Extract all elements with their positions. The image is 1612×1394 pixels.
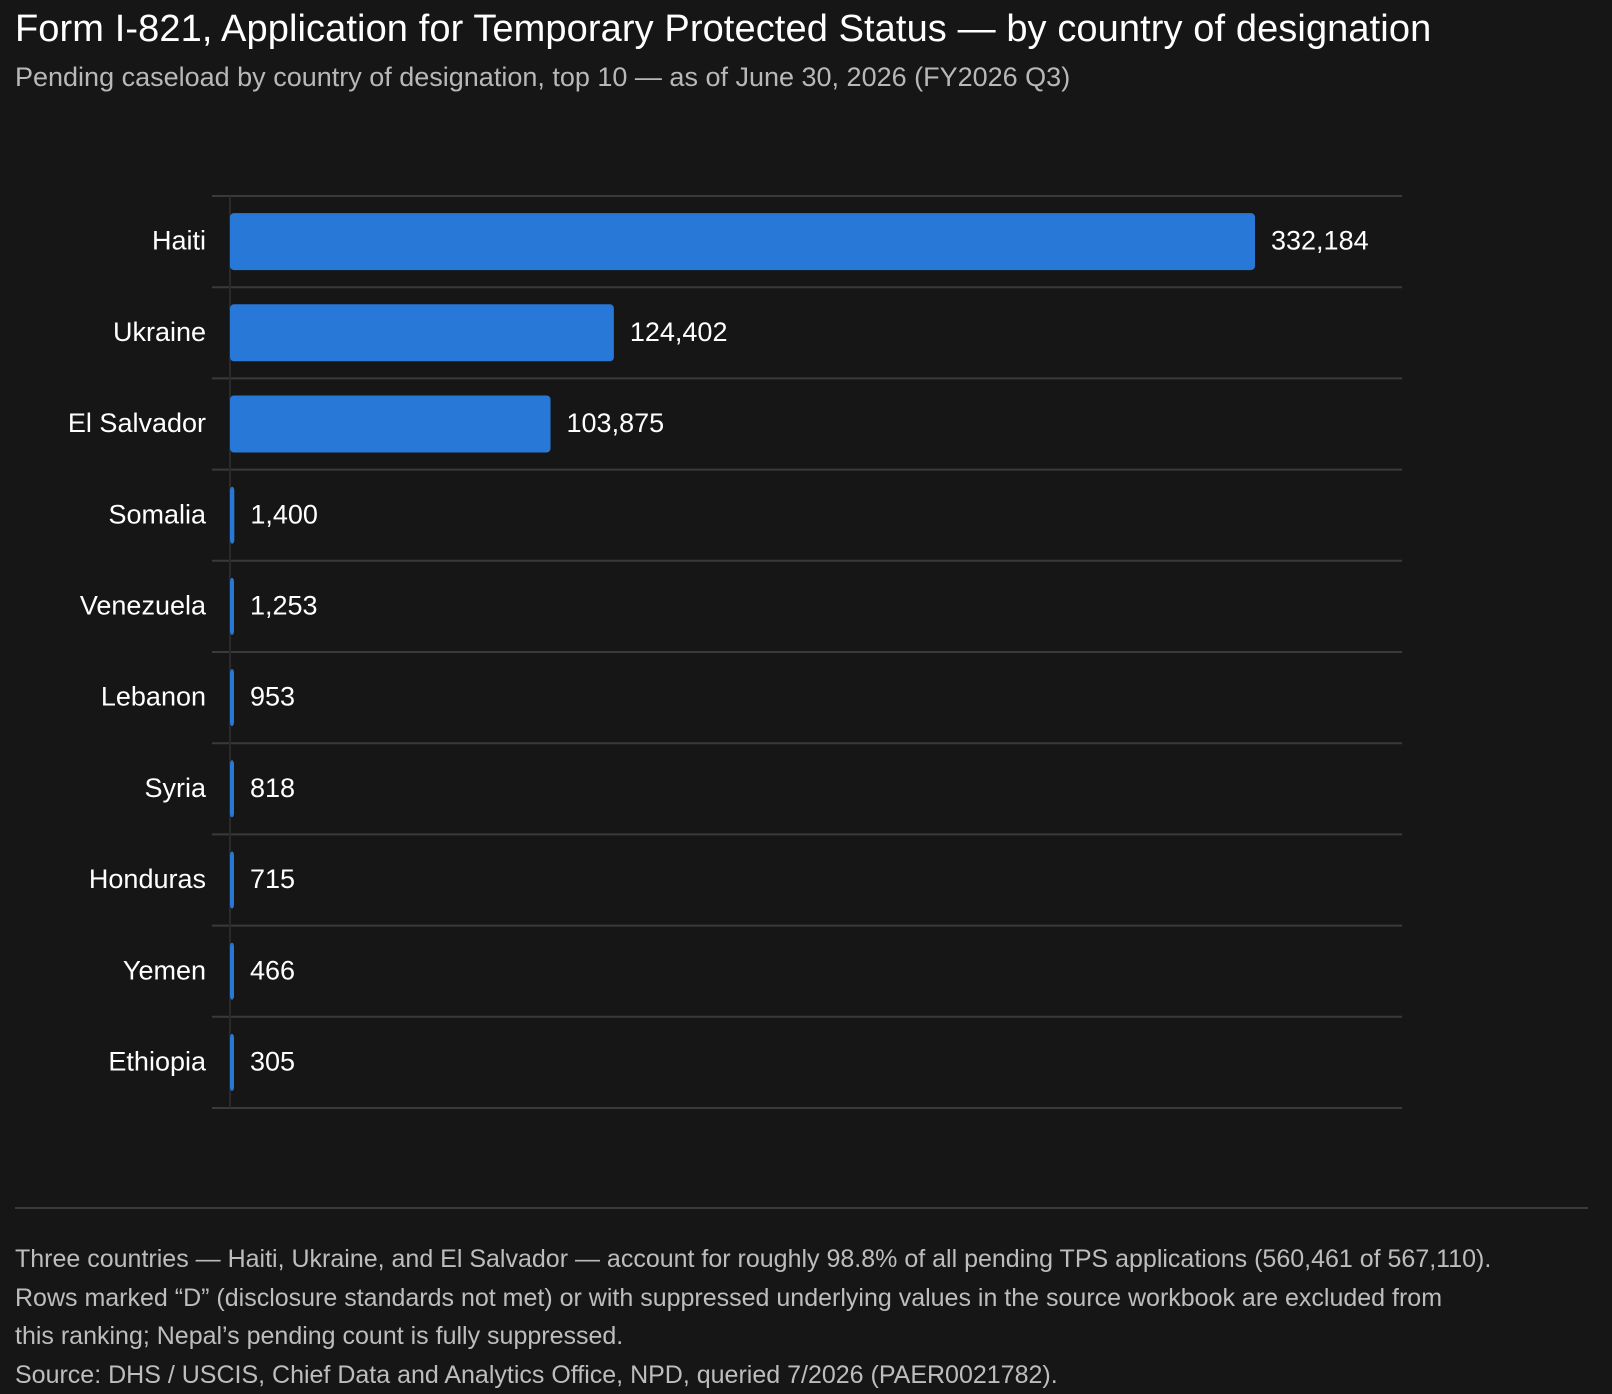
- bar-venezuela: [230, 578, 234, 635]
- bar-lebanon: [230, 669, 234, 726]
- category-label: Honduras: [89, 864, 206, 894]
- category-label: El Salvador: [68, 408, 206, 438]
- bar-syria: [230, 760, 234, 817]
- bar-chart: Haiti 332,184 Ukraine 124,402 El Salvador 103…: [0, 150, 1612, 1120]
- bar-honduras: [230, 852, 234, 909]
- bar-somalia: [230, 487, 234, 544]
- value-label: 1,253: [250, 591, 318, 621]
- bar-yemen: [230, 943, 234, 1000]
- category-label: Venezuela: [80, 591, 207, 621]
- bar-el-salvador: [230, 396, 551, 453]
- bar-ukraine: [230, 304, 614, 361]
- value-label: 466: [250, 955, 295, 985]
- value-label: 715: [250, 864, 295, 894]
- bar-haiti: [230, 213, 1255, 270]
- chart-title: Form I-821, Application for Temporary Pr…: [15, 8, 1431, 51]
- footnote-line-3: this ranking; Nepal’s pending count is f…: [15, 1317, 1595, 1356]
- footnote-line-1: Three countries — Haiti, Ukraine, and El…: [15, 1240, 1595, 1279]
- footnote: Three countries — Haiti, Ukraine, and El…: [15, 1240, 1595, 1394]
- value-label: 953: [250, 682, 295, 712]
- footnote-divider: [15, 1207, 1588, 1209]
- value-label: 124,402: [630, 317, 728, 347]
- value-label: 305: [250, 1047, 295, 1077]
- value-label: 332,184: [1271, 226, 1369, 256]
- category-label: Yemen: [123, 955, 206, 985]
- chart-subtitle: Pending caseload by country of designati…: [15, 62, 1070, 93]
- value-label: 818: [250, 773, 295, 803]
- footnote-source: Source: DHS / USCIS, Chief Data and Anal…: [15, 1356, 1595, 1394]
- footnote-line-2: Rows marked “D” (disclosure standards no…: [15, 1279, 1595, 1318]
- category-label: Somalia: [108, 499, 207, 529]
- category-label: Haiti: [152, 226, 206, 256]
- category-label: Lebanon: [101, 682, 206, 712]
- value-label: 1,400: [250, 499, 318, 529]
- bar-ethiopia: [230, 1034, 234, 1091]
- category-label: Ethiopia: [108, 1047, 207, 1077]
- value-label: 103,875: [567, 408, 665, 438]
- category-label: Syria: [144, 773, 206, 803]
- category-label: Ukraine: [113, 317, 206, 347]
